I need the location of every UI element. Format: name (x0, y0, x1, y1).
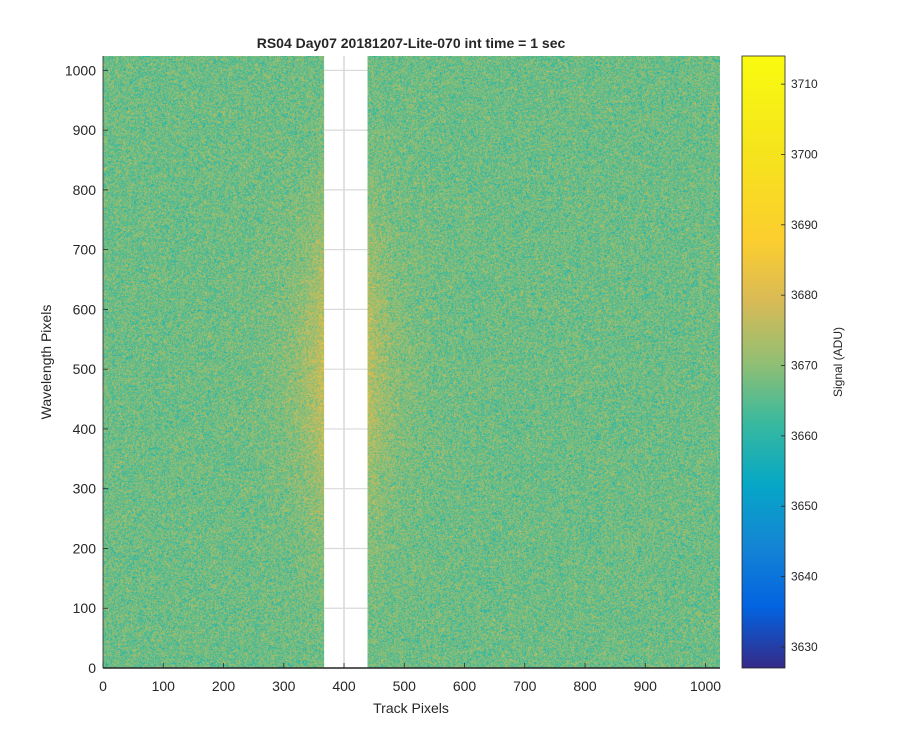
x-tick-label: 500 (393, 678, 417, 694)
y-tick-label: 500 (73, 361, 97, 377)
x-tick-label: 400 (332, 678, 356, 694)
grid-lines (324, 56, 368, 669)
y-tick-label: 0 (88, 660, 96, 676)
colorbar-tick-label: 3630 (791, 640, 818, 654)
colorbar-tick-label: 3710 (791, 77, 818, 91)
colorbar-tick-label: 3670 (791, 359, 818, 373)
chart-title: RS04 Day07 20181207-Lite-070 int time = … (257, 35, 566, 51)
x-tick-label: 800 (573, 678, 597, 694)
plot-area (102, 56, 720, 669)
colorbar-label: Signal (ADU) (831, 327, 845, 397)
y-tick-label: 200 (73, 540, 97, 556)
colorbar-tick-label: 3700 (791, 147, 818, 161)
y-axis: 0 100 200 300 400 500 600 700 800 900 1000 (65, 62, 108, 676)
x-tick-label: 700 (513, 678, 537, 694)
colorbar-tick-label: 3690 (791, 218, 818, 232)
sensor-gap (324, 56, 368, 668)
y-tick-label: 900 (73, 122, 97, 138)
y-axis-label: Wavelength Pixels (38, 305, 54, 420)
colorbar-tick-label: 3640 (791, 570, 818, 584)
x-tick-label: 1000 (690, 678, 721, 694)
colorbar-tick-label: 3680 (791, 288, 818, 302)
colorbar-ticks: 3630 3640 3650 3660 3670 3680 3690 3700 3710 (781, 77, 818, 654)
x-tick-label: 200 (212, 678, 236, 694)
x-tick-label: 0 (99, 678, 107, 694)
x-tick-label: 300 (272, 678, 296, 694)
colorbar-tick-label: 3650 (791, 499, 818, 513)
y-tick-label: 400 (73, 421, 97, 437)
colorbar-gradient (741, 55, 786, 669)
y-tick-label: 600 (73, 301, 97, 317)
heatmap-image (103, 56, 720, 668)
colorbar-tick-label: 3660 (791, 429, 818, 443)
y-tick-label: 300 (73, 481, 97, 497)
colorbar: 3630 3640 3650 3660 3670 3680 3690 3700 3710 Sig… (741, 55, 845, 669)
y-tick-label: 100 (73, 600, 97, 616)
x-tick-label: 900 (634, 678, 658, 694)
x-axis-label: Track Pixels (373, 700, 449, 716)
y-tick-label: 700 (73, 242, 97, 258)
x-axis: 0 100 200 300 400 500 600 700 800 900 1000 (99, 663, 721, 694)
y-tick-label: 1000 (65, 62, 96, 78)
x-tick-label: 600 (453, 678, 477, 694)
y-tick-label: 800 (73, 182, 97, 198)
x-tick-label: 100 (152, 678, 176, 694)
